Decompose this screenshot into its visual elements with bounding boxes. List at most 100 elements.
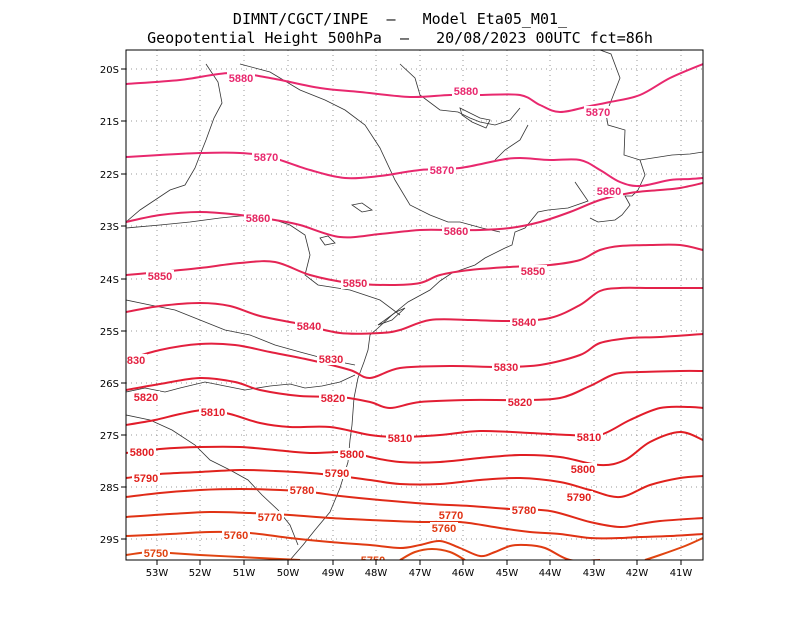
contour-label: 5810: [201, 407, 225, 419]
axis-ticks: 53W 52W 51W 50W 49W 48W 47W 46W 45W 44W 43W 42W 41W 2…: [100, 65, 692, 579]
contour-label-bg: [146, 270, 174, 282]
contour-label: 5780: [290, 485, 314, 497]
contour-label: 5820: [134, 392, 158, 404]
contour-label: 5880: [454, 86, 478, 98]
contour-line: [399, 547, 466, 560]
contour-label-bg: [359, 554, 387, 560]
lake: [351, 202, 373, 213]
contour-label-bg: [323, 467, 351, 479]
map-frame: [125, 49, 704, 561]
contour-label-bg: [569, 463, 597, 475]
contour-labels: 5880 5880 5870 5870 5870 5860 5860 5860 5850 5850…: [121, 72, 623, 560]
contour-label: 5870: [430, 165, 454, 177]
lat-tick-label: 26S: [100, 379, 119, 390]
contour-label-bg: [595, 185, 623, 197]
contour-label: 5790: [134, 473, 158, 485]
contour-label-bg: [519, 265, 547, 277]
lon-tick-label: 48W: [365, 568, 388, 579]
lat-tick-label: 23S: [100, 222, 119, 233]
contour-line: [126, 468, 703, 499]
contour-line: [126, 369, 703, 410]
contour-label: 5820: [321, 393, 345, 405]
contour-label: 5750: [144, 548, 168, 560]
contour-label-bg: [252, 151, 280, 163]
lon-tick-label: 47W: [409, 568, 432, 579]
contour-label: 5870: [586, 107, 610, 119]
contour-label-bg: [510, 316, 538, 328]
lon-tick-label: 41W: [670, 568, 693, 579]
contour-line: [126, 151, 703, 188]
contour-label-bg: [492, 361, 520, 373]
state-border: [494, 124, 529, 161]
contour-label-bg: [132, 391, 160, 403]
state-border: [126, 214, 401, 316]
contour-label: 5830: [121, 355, 145, 367]
coastline: [289, 181, 589, 560]
lat-tick-label: 21S: [100, 117, 119, 128]
contour-label-bg: [428, 164, 456, 176]
contour-line: [126, 333, 703, 380]
contour-label: 5830: [319, 354, 343, 366]
contour-label-bg: [222, 529, 250, 541]
contour-label-bg: [506, 396, 534, 408]
lon-tick-label: 51W: [233, 568, 256, 579]
coastline: [599, 50, 703, 161]
contour-line: [126, 243, 703, 287]
contour-label: 5810: [388, 433, 412, 445]
contour-label: 5860: [597, 186, 621, 198]
lon-tick-label: 45W: [496, 568, 519, 579]
country-border: [126, 374, 356, 393]
contour-label-bg: [442, 225, 470, 237]
contour-label-bg: [128, 446, 156, 458]
contour-label-bg: [452, 85, 480, 97]
contour-label: 5810: [577, 432, 601, 444]
contour-label: 5770: [258, 512, 282, 524]
contour-label-bg: [510, 504, 538, 516]
contour-label: 5800: [130, 447, 154, 459]
contour-line: [126, 487, 703, 529]
lake: [459, 107, 491, 129]
contour-label: 5880: [229, 73, 253, 85]
contour-line: [126, 510, 703, 540]
contour-label: 5850: [521, 266, 545, 278]
lon-tick-label: 53W: [146, 568, 169, 579]
lat-lon-grid: [126, 50, 703, 560]
contour-label-bg: [227, 72, 255, 84]
contour-label-bg: [132, 472, 160, 484]
contour-label: 5870: [254, 152, 278, 164]
contour-label-bg: [142, 547, 170, 559]
contour-label-bg: [256, 511, 284, 523]
lat-tick-label: 29S: [100, 535, 119, 546]
state-border: [126, 299, 356, 366]
contour-label-bg: [565, 491, 593, 503]
contour-label: 5850: [148, 271, 172, 283]
lat-tick-label: 27S: [100, 431, 119, 442]
lon-tick-label: 43W: [583, 568, 606, 579]
coastline: [589, 159, 646, 223]
contour-line: [126, 430, 703, 467]
contour-label-bg: [288, 484, 316, 496]
state-border: [399, 63, 521, 126]
contour-label: 5820: [508, 397, 532, 409]
contour-label-bg: [386, 432, 414, 444]
coastline-and-borders: [126, 50, 703, 560]
map-title-line-1: DIMNT/CGCT/INPE – Model Eta05_M01_: [232, 10, 568, 28]
contour-label: 5760: [432, 523, 456, 535]
contour-label: 5770: [439, 510, 463, 522]
contour-label-bg: [338, 448, 366, 460]
contour-label: 5840: [297, 321, 321, 333]
contour-label-bg: [437, 509, 465, 521]
contour-label-bg: [317, 353, 345, 365]
contour-label: 5800: [340, 449, 364, 461]
contour-label: 5800: [571, 464, 595, 476]
contour-label: 5760: [224, 530, 248, 542]
lat-tick-label: 28S: [100, 483, 119, 494]
lat-tick-label: 22S: [100, 170, 119, 181]
contour-label-bg: [244, 212, 272, 224]
contour-line: [126, 286, 703, 335]
lat-tick-label: 24S: [100, 275, 119, 286]
lat-tick-label: 25S: [100, 327, 119, 338]
contour-label: 5850: [343, 278, 367, 290]
contour-label: 5790: [567, 492, 591, 504]
